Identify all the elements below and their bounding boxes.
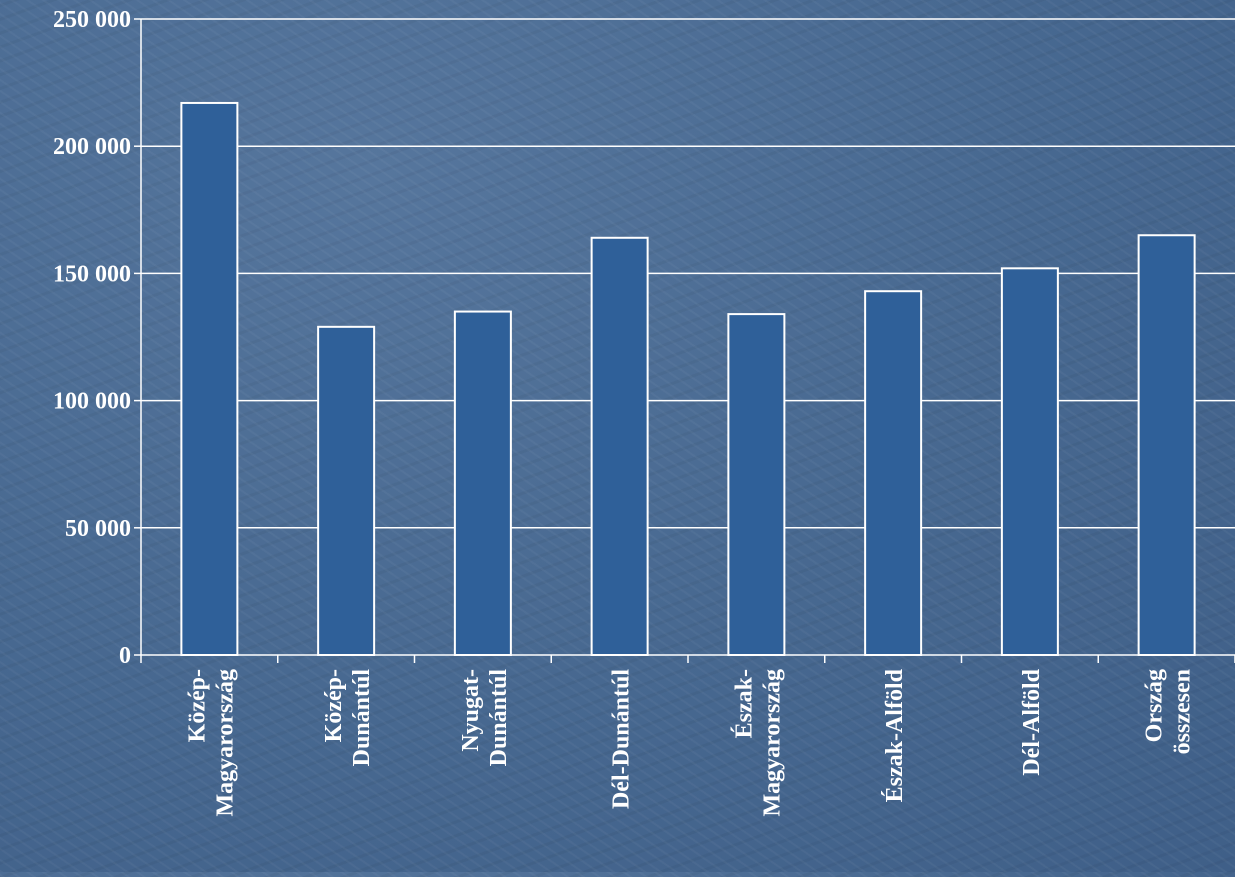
x-tick-label: Dél-Alföld — [1019, 668, 1045, 775]
bar — [1137, 234, 1196, 657]
y-tick-labels: 0 50 000 100 000 150 000 200 000 250 000 — [53, 7, 131, 669]
y-tick-label: 200 000 — [53, 134, 131, 160]
bar — [180, 101, 239, 656]
bar — [590, 236, 649, 656]
x-category-label: Észak- Magyarország — [731, 669, 785, 817]
x-category-label: Nyugat- Dunántúl — [458, 669, 512, 767]
y-tick-label: 250 000 — [53, 7, 131, 33]
x-category-label: Észak-Alföld — [882, 668, 908, 802]
bar — [453, 310, 512, 656]
x-category-label: Dél-Dunántúl — [609, 669, 635, 809]
x-category-label: Dél-Alföld — [1019, 668, 1045, 775]
x-category-label: Közép- Magyarország — [184, 669, 238, 817]
x-tick-label: Nyugat- — [458, 669, 484, 752]
axes — [134, 18, 1235, 663]
x-tick-label: Magyarország — [759, 669, 785, 817]
bar — [864, 290, 923, 656]
y-tick-label: 50 000 — [65, 516, 131, 542]
x-tick-label: Ország — [1142, 669, 1168, 742]
x-tick-label: Észak- — [731, 669, 757, 738]
x-tick-label: Dél-Dunántúl — [609, 669, 635, 809]
bars — [180, 101, 1196, 657]
bar — [317, 325, 376, 656]
x-tick-label: Magyarország — [212, 669, 238, 817]
x-category-label: Ország összesen — [1142, 669, 1196, 754]
x-tick-label: Dunántúl — [349, 669, 375, 767]
y-tick-label: 0 — [119, 643, 131, 669]
gridlines — [141, 18, 1235, 529]
bar — [1000, 267, 1059, 656]
x-tick-labels: Közép- Magyarország Közép- Dunántúl Nyugat- D… — [184, 668, 1195, 816]
x-tick-label: Észak-Alföld — [882, 668, 908, 802]
y-tick-label: 100 000 — [53, 389, 131, 415]
x-tick-label: Közép- — [321, 669, 347, 742]
x-category-label: Közép- Dunántúl — [321, 669, 375, 767]
bar — [727, 313, 786, 656]
x-tick-label: Közép- — [184, 669, 210, 742]
y-tick-label: 150 000 — [53, 261, 131, 287]
x-tick-label: Dunántúl — [486, 669, 512, 767]
x-tick-label: összesen — [1170, 669, 1196, 754]
